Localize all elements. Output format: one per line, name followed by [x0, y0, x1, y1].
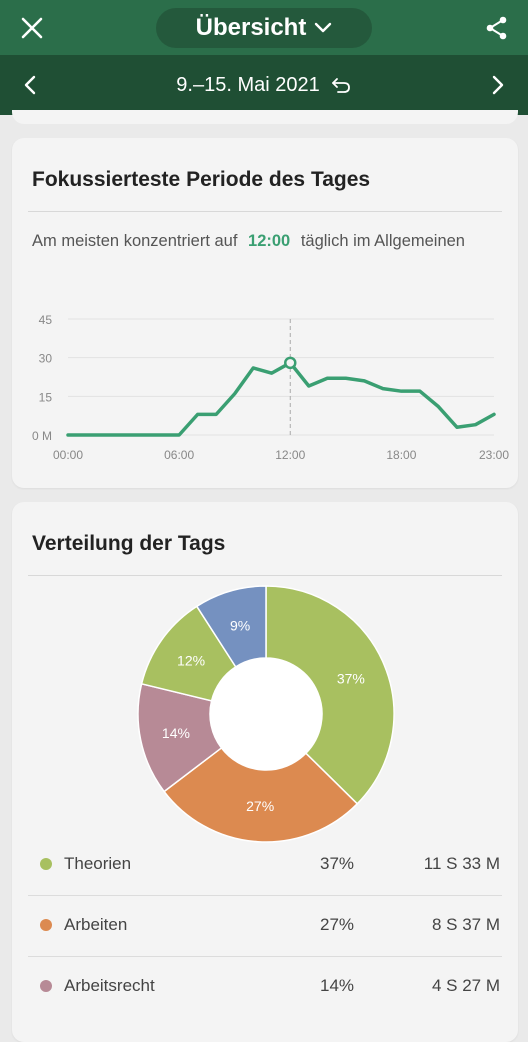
y-tick-label: 45 — [39, 313, 53, 327]
focus-text-after: täglich im Allgemeinen — [300, 232, 465, 250]
slice-label: 9% — [230, 618, 250, 634]
next-week-button[interactable] — [482, 69, 514, 101]
legend-duration: 4 S 27 M — [431, 976, 500, 995]
legend-divider — [28, 956, 502, 957]
focus-summary: Am meisten konzentriert auf 12:00 täglic… — [32, 228, 472, 254]
date-range-label: 9.–15. Mai 2021 — [176, 73, 320, 96]
x-tick-label: 06:00 — [164, 448, 194, 462]
legend-percent: 37% — [320, 854, 355, 873]
legend-divider — [28, 895, 502, 896]
focus-period-card: Fokussierteste Periode des Tages Am meis… — [12, 138, 518, 488]
chevron-right-icon — [492, 75, 504, 95]
divider — [28, 575, 502, 576]
legend-tag-name: Arbeitsrecht — [64, 976, 155, 995]
x-tick-label: 12:00 — [275, 448, 305, 462]
view-selector-dropdown[interactable]: Übersicht — [156, 8, 372, 48]
tags-card-title: Verteilung der Tags — [32, 532, 226, 555]
donut-slice[interactable] — [265, 585, 395, 805]
divider — [28, 211, 502, 212]
legend-tag-name: Arbeiten — [64, 915, 128, 934]
x-tick-label: 00:00 — [53, 448, 83, 462]
legend-item[interactable]: Arbeiten 27% 8 S 37 M — [28, 895, 502, 955]
close-icon — [21, 17, 43, 39]
share-icon — [486, 16, 507, 40]
donut-hole — [210, 658, 322, 770]
date-range-selector[interactable]: 9.–15. Mai 2021 — [0, 69, 528, 101]
slice-label: 27% — [246, 798, 274, 814]
close-button[interactable] — [16, 12, 48, 44]
legend-duration: 8 S 37 M — [431, 915, 500, 934]
legend-duration: 11 S 33 M — [423, 854, 500, 873]
app-bar: Übersicht — [0, 0, 528, 55]
legend-percent: 27% — [320, 915, 355, 934]
legend-item[interactable]: Theorien 37% 11 S 33 M — [28, 834, 502, 894]
page-title: Übersicht — [195, 14, 307, 41]
date-navigation: 9.–15. Mai 2021 — [0, 55, 528, 115]
legend-tag-name: Theorien — [64, 854, 132, 873]
slice-label: 14% — [162, 725, 190, 741]
focus-text-before: Am meisten konzentriert auf — [32, 232, 238, 250]
share-button[interactable] — [480, 11, 514, 45]
chevron-down-icon — [315, 22, 332, 33]
tag-donut-chart: 37% 27% 14% 12% 9% — [137, 585, 395, 843]
chevron-left-icon — [24, 75, 36, 95]
peak-point — [284, 356, 297, 370]
slice-label: 12% — [177, 653, 205, 669]
focus-line-chart: 0 M 15 30 45 00:00 06:00 12:00 18:00 23:00 — [32, 313, 509, 462]
legend-color-dot — [40, 980, 52, 992]
legend-percent: 14% — [320, 976, 355, 995]
legend-item[interactable]: Arbeitsrecht 14% 4 S 27 M — [28, 956, 502, 1016]
y-tick-label: 0 M — [32, 429, 52, 443]
slice-label: 37% — [337, 670, 365, 686]
peak-time: 12:00 — [248, 232, 291, 250]
undo-icon[interactable] — [330, 76, 352, 94]
focus-series-line — [66, 361, 496, 437]
y-tick-label: 30 — [39, 352, 53, 366]
previous-card-bottom — [12, 110, 518, 124]
x-tick-label: 23:00 — [479, 448, 509, 462]
x-tick-label: 18:00 — [386, 448, 416, 462]
legend-color-dot — [40, 919, 52, 931]
tag-distribution-card: Verteilung der Tags 37% 27% 14% 12% 9% Theor… — [12, 502, 518, 1042]
focus-card-title: Fokussierteste Periode des Tages — [32, 168, 371, 191]
previous-week-button[interactable] — [14, 69, 46, 101]
legend-color-dot — [40, 858, 52, 870]
y-tick-label: 15 — [39, 390, 53, 404]
